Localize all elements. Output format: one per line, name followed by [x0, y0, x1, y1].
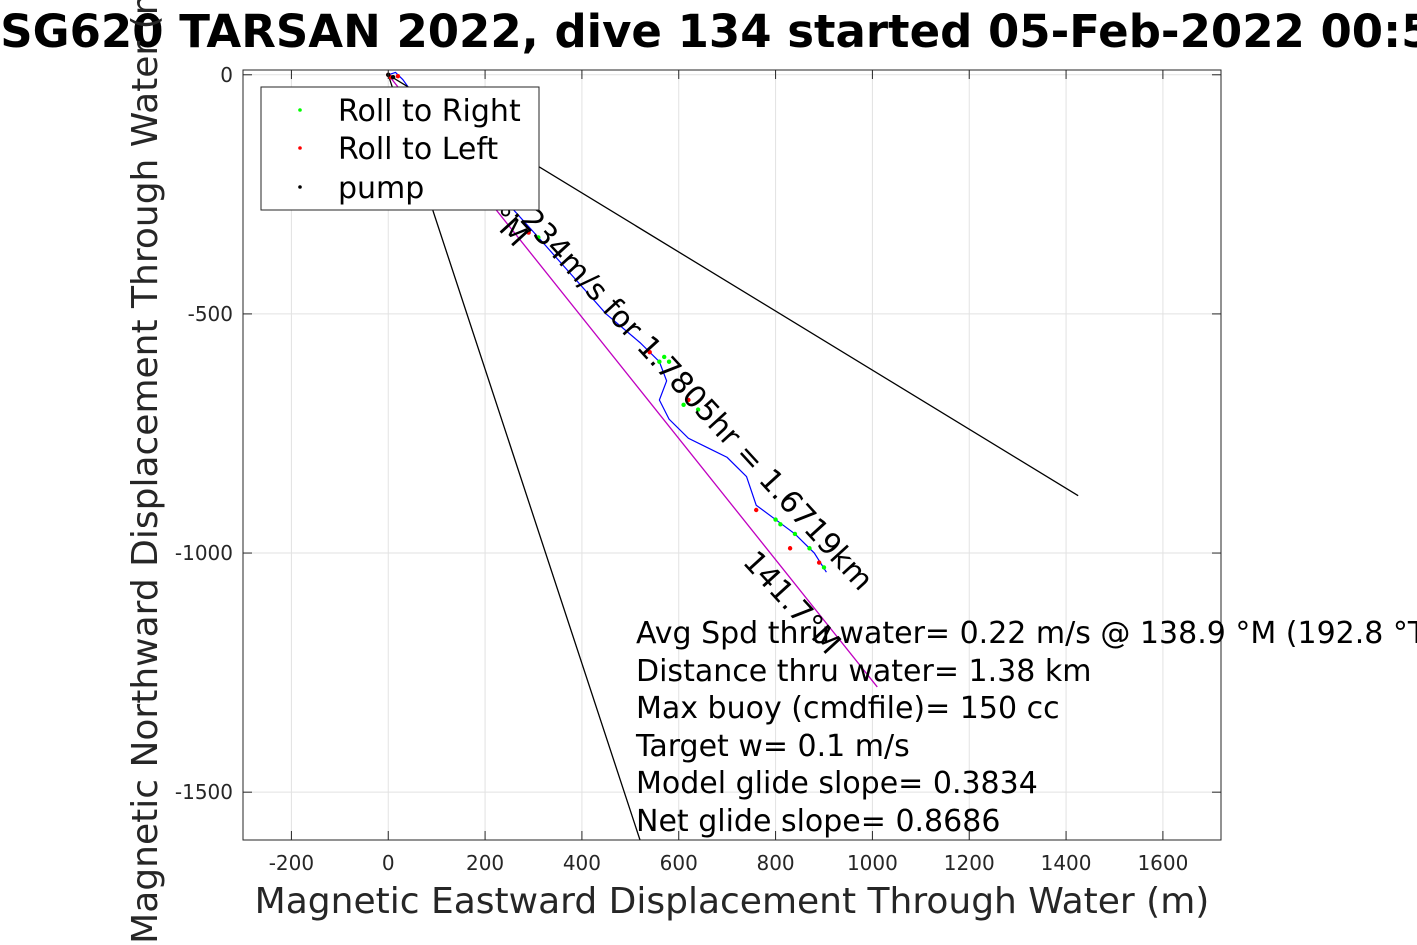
- x-tick-label: 1000: [847, 851, 898, 875]
- roll-right-point: [773, 517, 778, 522]
- x-tick-label: 600: [660, 851, 698, 875]
- x-tick-label: 800: [756, 851, 794, 875]
- x-tick-label: 0: [382, 851, 395, 875]
- roll-right-point: [821, 565, 827, 570]
- roll-left-point: [395, 74, 401, 79]
- legend-marker-pump: [298, 185, 302, 189]
- x-tick-label: 1600: [1137, 851, 1188, 875]
- x-tick-label: 200: [466, 851, 504, 875]
- chart-title: SG620 TARSAN 2022, dive 134 started 05-F…: [0, 5, 1417, 58]
- x-tick-label: 400: [563, 851, 601, 875]
- roll-right-point: [666, 359, 672, 364]
- x-tick-label: 1200: [944, 851, 995, 875]
- x-tick-label: -200: [269, 851, 314, 875]
- roll-left-point: [787, 546, 793, 551]
- legend-box: [260, 86, 540, 211]
- roll-left-point: [647, 349, 652, 355]
- x-axis-label: Magnetic Eastward Displacement Through W…: [255, 881, 1210, 922]
- roll-right-point: [662, 354, 667, 360]
- legend-label-roll-right: Roll to Right: [338, 94, 521, 129]
- legend-marker-roll-right: [298, 108, 302, 112]
- annotation-line-3: Max buoy (cmdfile)= 150 cc: [636, 691, 1060, 726]
- y-tick-label: -500: [188, 302, 233, 326]
- x-tick-label: 1400: [1041, 851, 1092, 875]
- pump-point: [390, 74, 396, 80]
- legend-label-pump: pump: [338, 171, 424, 206]
- y-tick-label: -1000: [175, 541, 233, 565]
- annotation-line-5: Model glide slope= 0.3834: [636, 766, 1038, 801]
- annotation-line-2: Distance thru water= 1.38 km: [636, 654, 1091, 689]
- roll-left-point: [526, 230, 531, 235]
- y-axis-label: Magnetic Northward Displacement Through …: [125, 0, 166, 944]
- annotation-line-1: Avg Spd thru water= 0.22 m/s @ 138.9 °M …: [636, 616, 1417, 651]
- y-tick-label: 0: [220, 63, 233, 87]
- y-tick-label: -1500: [175, 780, 233, 804]
- roll-right-point: [778, 522, 783, 527]
- annotation-line-4: Target w= 0.1 m/s: [635, 729, 910, 764]
- roll-right-point: [695, 407, 701, 412]
- annotation-block: Avg Spd thru water= 0.22 m/s @ 138.9 °M …: [635, 616, 1417, 839]
- legend: Roll to Right Roll to Left pump: [260, 86, 540, 211]
- roll-right-point: [536, 235, 541, 240]
- axes-ticks: -200 0 200 400 600 800 1000 1200 1400 1600 0 -500 -1…: [175, 63, 1221, 875]
- plot-frame: [242, 69, 1222, 841]
- roll-right-point: [657, 359, 662, 364]
- roll-right-point: [681, 402, 686, 407]
- annotation-line-6: Net glide slope= 0.8686: [636, 804, 1000, 839]
- roll-left-point: [754, 507, 759, 513]
- roll-right-point: [792, 531, 798, 537]
- roll-left-point: [686, 397, 691, 403]
- legend-label-roll-left: Roll to Left: [338, 132, 498, 167]
- legend-marker-roll-left: [298, 146, 302, 150]
- roll-left-point: [816, 560, 822, 565]
- roll-right-point: [807, 546, 812, 551]
